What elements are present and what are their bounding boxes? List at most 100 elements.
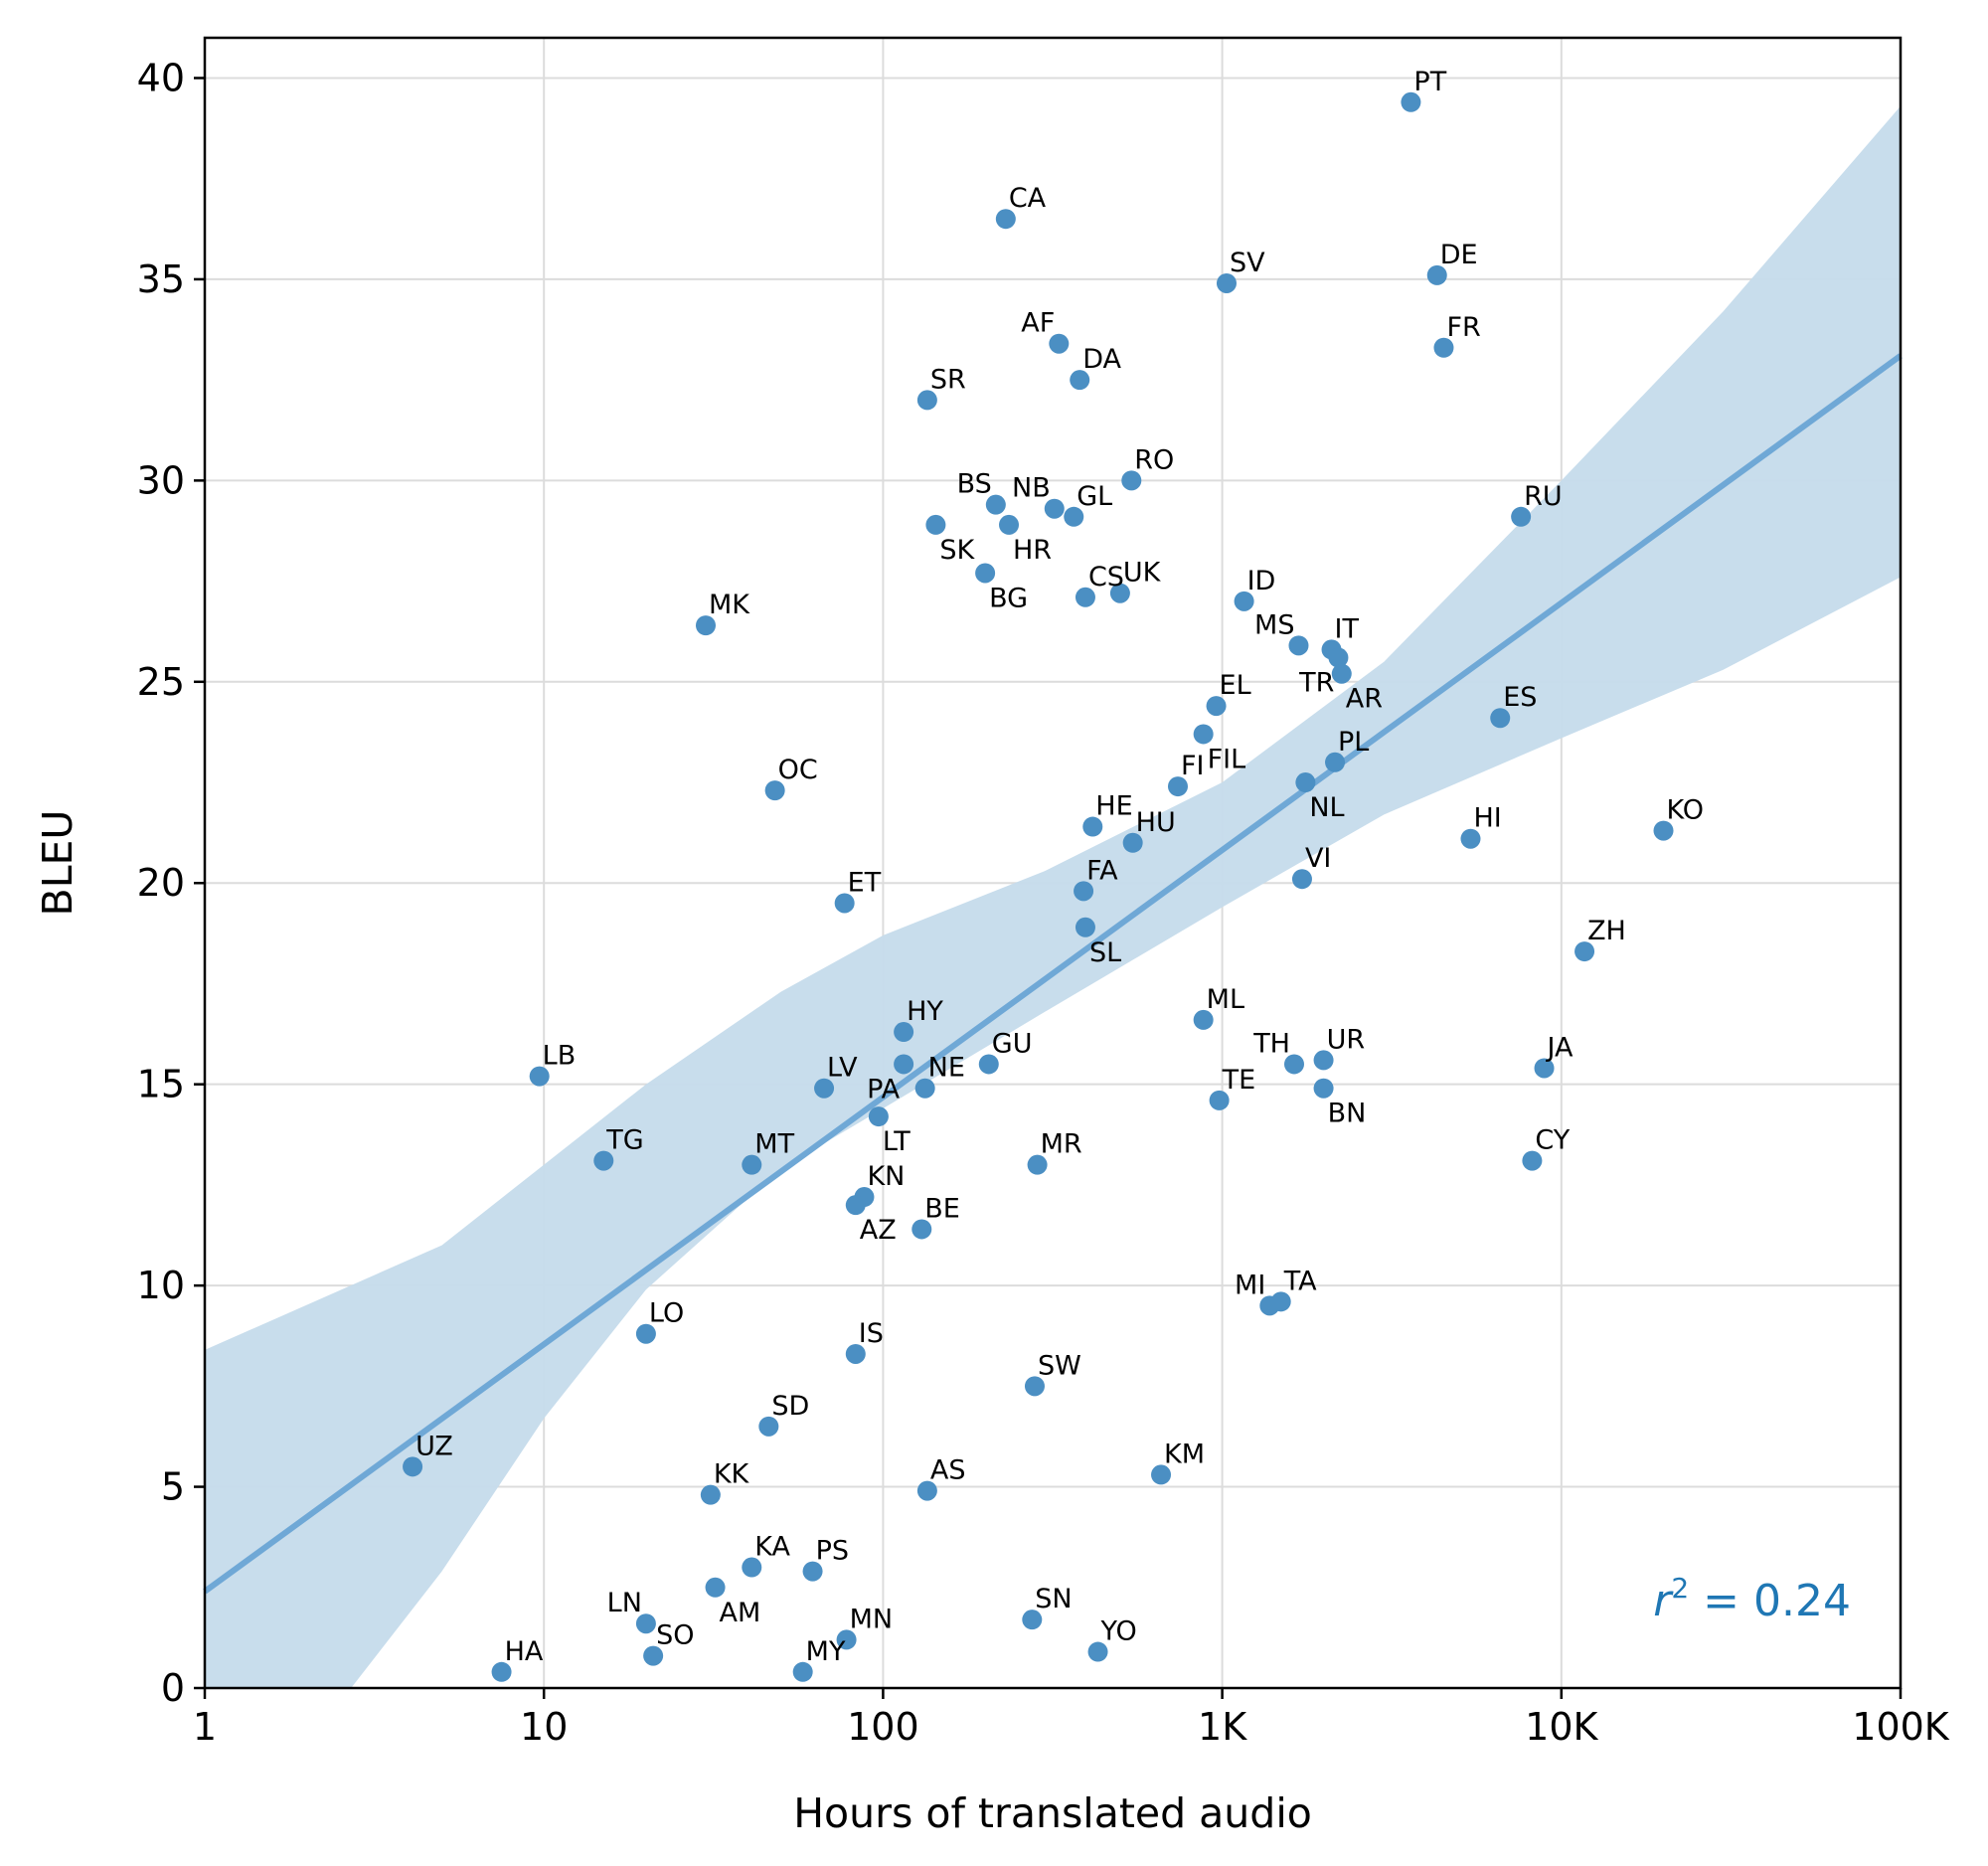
data-point-sr xyxy=(916,390,937,411)
plot-frame xyxy=(203,36,1903,1690)
point-label-ru: RU xyxy=(1524,481,1563,512)
point-label-ja: JA xyxy=(1546,1032,1574,1063)
point-label-sw: SW xyxy=(1038,1350,1081,1381)
point-label-my: MY xyxy=(806,1636,846,1667)
point-label-da: DA xyxy=(1082,344,1121,375)
y-tick-label: 40 xyxy=(137,56,185,99)
point-label-sv: SV xyxy=(1230,248,1265,278)
data-point-ha xyxy=(491,1661,512,1682)
point-label-mr: MR xyxy=(1041,1129,1082,1160)
data-point-yo xyxy=(1087,1641,1108,1662)
y-tick-label: 35 xyxy=(137,257,185,301)
point-label-cy: CY xyxy=(1535,1125,1570,1156)
data-point-az xyxy=(845,1195,866,1216)
point-label-mn: MN xyxy=(850,1604,894,1634)
data-point-ka xyxy=(742,1557,762,1578)
data-point-ps xyxy=(802,1561,823,1582)
data-point-sw xyxy=(1024,1376,1045,1397)
data-point-hr xyxy=(999,514,1020,535)
point-label-bg: BG xyxy=(989,583,1028,613)
data-point-id xyxy=(1234,591,1254,611)
data-point-bn xyxy=(1313,1078,1334,1099)
point-label-ka: KA xyxy=(754,1532,790,1563)
x-tick-label: 1K xyxy=(1198,1705,1247,1749)
data-point-ne xyxy=(914,1078,935,1099)
data-point-de xyxy=(1426,264,1447,285)
confidence-band xyxy=(205,105,1901,1688)
data-point-pa xyxy=(894,1054,914,1075)
data-point-ro xyxy=(1121,470,1142,491)
data-point-sl xyxy=(1075,917,1095,937)
data-point-zh xyxy=(1574,941,1595,962)
point-label-te: TE xyxy=(1222,1065,1256,1096)
point-label-oc: OC xyxy=(778,755,818,785)
x-axis-title: Hours of translated audio xyxy=(793,1789,1312,1837)
point-label-am: AM xyxy=(720,1598,761,1628)
point-label-be: BE xyxy=(924,1193,960,1224)
data-point-my xyxy=(792,1661,813,1682)
x-tick-label: 10 xyxy=(520,1705,568,1749)
data-point-mn xyxy=(836,1629,857,1650)
point-label-ms: MS xyxy=(1254,609,1294,640)
data-point-nb xyxy=(1044,498,1065,519)
point-label-el: EL xyxy=(1220,670,1251,701)
data-point-gl xyxy=(1064,506,1084,527)
point-label-tr: TR xyxy=(1298,668,1334,699)
r2-symbol: r xyxy=(1653,1576,1674,1626)
data-point-sv xyxy=(1216,272,1237,293)
data-point-mr xyxy=(1027,1154,1048,1175)
data-point-ml xyxy=(1193,1009,1214,1030)
data-point-ko xyxy=(1653,820,1674,841)
data-point-so xyxy=(643,1645,664,1666)
data-point-kk xyxy=(700,1484,721,1505)
data-point-cs xyxy=(1075,587,1095,607)
point-label-zh: ZH xyxy=(1587,916,1626,946)
point-label-ro: RO xyxy=(1134,444,1174,475)
point-label-mt: MT xyxy=(754,1129,794,1160)
data-point-el xyxy=(1206,696,1227,717)
point-label-pl: PL xyxy=(1338,727,1369,758)
data-point-ta xyxy=(1270,1291,1291,1312)
y-tick-label: 20 xyxy=(137,861,185,905)
y-tick-label: 0 xyxy=(161,1666,185,1710)
point-label-fa: FA xyxy=(1086,855,1118,886)
data-point-th xyxy=(1283,1054,1304,1075)
data-point-uz xyxy=(403,1456,423,1477)
point-label-ln: LN xyxy=(607,1588,642,1618)
point-label-hu: HU xyxy=(1136,807,1176,838)
data-point-lo xyxy=(635,1323,656,1344)
point-label-mk: MK xyxy=(709,590,750,620)
point-label-ha: HA xyxy=(505,1636,544,1667)
point-label-sn: SN xyxy=(1035,1584,1072,1614)
point-label-de: DE xyxy=(1440,240,1478,270)
point-label-ne: NE xyxy=(928,1053,965,1084)
data-point-sd xyxy=(758,1416,779,1437)
data-point-da xyxy=(1070,370,1090,391)
point-label-tg: TG xyxy=(605,1125,643,1156)
point-label-vi: VI xyxy=(1305,843,1331,874)
data-point-mt xyxy=(742,1154,762,1175)
point-label-cs: CS xyxy=(1088,562,1124,593)
data-point-fi xyxy=(1167,776,1188,797)
data-point-be xyxy=(911,1219,932,1240)
data-point-af xyxy=(1049,333,1070,354)
point-label-az: AZ xyxy=(860,1215,897,1246)
point-label-gu: GU xyxy=(992,1028,1033,1059)
data-point-tr xyxy=(1328,647,1349,668)
point-label-lb: LB xyxy=(543,1041,577,1072)
regression-line-layer xyxy=(203,353,1903,1595)
data-point-mk xyxy=(695,615,716,636)
point-label-pa: PA xyxy=(867,1074,901,1104)
data-point-pl xyxy=(1325,752,1346,772)
y-axis-ticks: 0 5 10 15 20 25 30 35 40 xyxy=(137,56,205,1710)
y-tick-label: 25 xyxy=(137,660,185,704)
data-point-hy xyxy=(894,1022,914,1043)
point-label-lv: LV xyxy=(827,1053,858,1084)
data-point-sk xyxy=(925,514,946,535)
point-label-sd: SD xyxy=(771,1391,809,1422)
point-label-mi: MI xyxy=(1235,1270,1265,1300)
r-squared-annotation: r2 = 0.24 xyxy=(1653,1572,1851,1626)
point-label-fi: FI xyxy=(1181,751,1205,781)
point-label-bn: BN xyxy=(1328,1099,1367,1129)
